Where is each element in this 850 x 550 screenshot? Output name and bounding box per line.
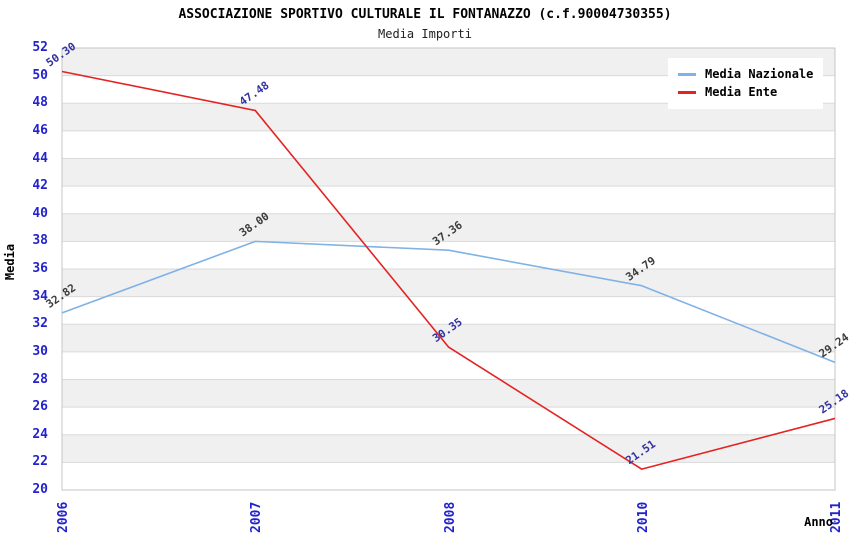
grid-band	[62, 241, 835, 269]
chart-subtitle: Media Importi	[378, 27, 472, 41]
y-tick-label: 24	[32, 426, 48, 442]
grid-band	[62, 434, 835, 463]
legend-item: Media Nazionale	[678, 67, 813, 81]
grid-band	[62, 269, 835, 297]
y-tick-label: 48	[32, 95, 48, 111]
y-tick-label: 36	[32, 261, 48, 276]
plot-frame	[61, 47, 836, 491]
y-tick-label: 46	[32, 122, 48, 138]
legend-label: Media Nazionale	[705, 67, 814, 81]
grid-band	[62, 407, 835, 435]
y-tick-label: 26	[32, 399, 48, 415]
x-tick-label: 2008	[442, 501, 458, 533]
y-tick-label: 50	[32, 67, 48, 83]
y-tick-label: 34	[32, 288, 48, 304]
y-axis-title: Media	[3, 243, 18, 281]
grid-band	[62, 158, 835, 187]
grid-band	[62, 379, 835, 408]
legend-label: Media Ente	[705, 85, 778, 99]
series-line	[61, 70, 836, 470]
y-tick-label: 20	[32, 482, 48, 497]
grid-band	[62, 130, 835, 159]
y-tick-label: 42	[32, 178, 48, 194]
grid-band	[62, 296, 835, 325]
y-tick-label: 30	[32, 343, 48, 359]
grid-band	[62, 351, 835, 380]
y-tick-label: 22	[32, 454, 48, 470]
grid-band	[62, 462, 835, 490]
legend: Media Nazionale Media Ente	[668, 58, 824, 109]
y-tick-label: 44	[32, 150, 48, 166]
legend-line-swatch-icon	[678, 72, 696, 76]
x-axis-title: Anno	[804, 515, 833, 529]
legend-item: Media Ente	[678, 85, 813, 99]
x-tick-label: 2007	[249, 501, 265, 533]
chart-title: ASSOCIAZIONE SPORTIVO CULTURALE IL FONTA…	[178, 7, 672, 22]
series-line	[61, 240, 836, 364]
y-tick-label: 40	[32, 205, 48, 221]
y-tick-label: 32	[32, 316, 48, 332]
x-tick-label: 2006	[56, 501, 71, 533]
grid-band	[62, 213, 835, 242]
y-tick-label: 38	[32, 233, 48, 249]
legend-line-swatch-icon	[678, 90, 696, 94]
y-tick-label: 28	[32, 371, 48, 387]
x-tick-label: 2010	[635, 501, 651, 533]
y-tick-label: 52	[32, 40, 48, 55]
grid-band	[62, 186, 835, 214]
